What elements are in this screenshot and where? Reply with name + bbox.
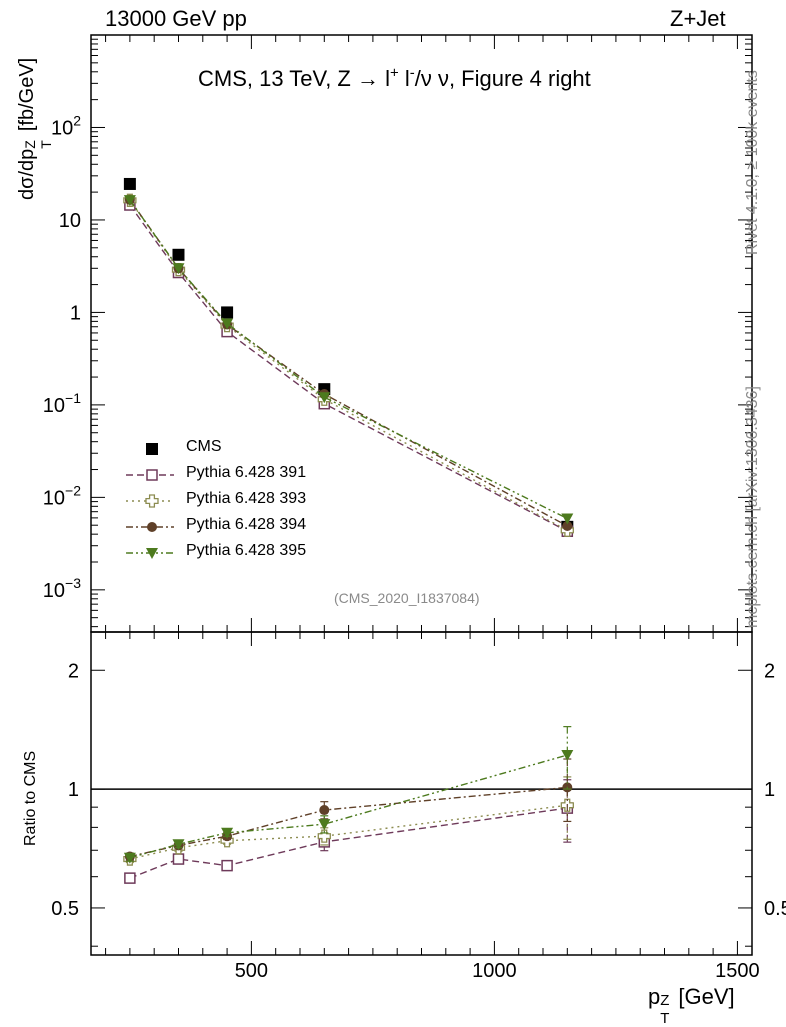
data-point-p395 bbox=[172, 263, 185, 275]
y-axis-label-main-sub: T bbox=[38, 140, 54, 149]
legend-marker-cms bbox=[146, 443, 158, 455]
plot-title-prefix: CMS, 13 TeV, Z → bbox=[198, 66, 379, 91]
x-axis-label-base: p bbox=[648, 984, 661, 1009]
legend-marker-shape bbox=[146, 469, 158, 481]
mcplots-credit-text: mcplots.cern.ch [arXiv:1306.3436] bbox=[744, 386, 761, 628]
ratio-line-p393 bbox=[129, 804, 568, 860]
legend-label-p393: Pythia 6.428 393 bbox=[186, 490, 307, 507]
data-point-p395 bbox=[221, 318, 234, 330]
data-point-data bbox=[172, 248, 185, 261]
ratio-point-p395 bbox=[123, 852, 136, 864]
plot-title: CMS, 13 TeV, Z → l+ l-/ν ν, Figure 4 rig… bbox=[198, 66, 591, 92]
x-tick-label: 500 bbox=[235, 960, 268, 982]
series-line-p393 bbox=[129, 199, 568, 531]
y-axis-label-main-sup: Z bbox=[22, 140, 38, 149]
ratio-point-p393 bbox=[317, 829, 331, 843]
header-process: Z+Jet bbox=[670, 6, 726, 31]
x-tick-label: 1500 bbox=[715, 960, 760, 982]
ratio-series-p393 bbox=[123, 776, 574, 866]
data-point-p395 bbox=[123, 195, 136, 207]
analysis-id: (CMS_2020_I1837084) bbox=[334, 590, 480, 606]
ratio-series-p391 bbox=[124, 779, 574, 884]
ratio-point-p395 bbox=[221, 827, 234, 839]
legend-marker-shape bbox=[146, 443, 158, 455]
legend-marker-p393 bbox=[126, 494, 174, 508]
y-tick-label: 102 bbox=[51, 112, 81, 139]
legend-marker-shape bbox=[146, 548, 158, 559]
y-tick-label: 10−1 bbox=[43, 390, 81, 417]
data-point-p395 bbox=[318, 392, 331, 404]
x-tick-label: 1000 bbox=[472, 960, 517, 982]
ratio-line-p394 bbox=[129, 786, 568, 858]
rivet-version-text: Rivet 4.1.0, ≥ 100k events bbox=[744, 70, 761, 255]
x-axis-label-sub: T bbox=[660, 1010, 670, 1027]
ratio-series-p394 bbox=[124, 758, 573, 862]
legend-marker-p395 bbox=[126, 548, 174, 559]
data-point-data bbox=[123, 177, 136, 190]
x-axis-label-sup: Z bbox=[660, 992, 670, 1009]
plot-title-lepton2: l bbox=[404, 66, 410, 91]
y-tick-label: 10−3 bbox=[43, 575, 81, 602]
legend-label-cms: CMS bbox=[186, 438, 222, 455]
ratio-point-p394 bbox=[319, 805, 330, 816]
plot-title-lepton2-charge: - bbox=[409, 64, 415, 82]
ratio-point-p395 bbox=[318, 819, 331, 831]
data-point-p394 bbox=[562, 521, 573, 532]
y-axis-label-ratio: Ratio to CMS bbox=[22, 750, 39, 846]
ratio-line-p391 bbox=[129, 807, 568, 879]
legend-marker-p391 bbox=[126, 469, 174, 481]
header-energy: 13000 GeV pp bbox=[105, 6, 247, 31]
ratio-line-p395 bbox=[129, 754, 568, 859]
ratio-y-tick-label: 0.5 bbox=[51, 898, 79, 920]
data-point-p395 bbox=[561, 513, 574, 525]
ratio-y-tick-label: 1 bbox=[68, 779, 79, 801]
y-axis-label-main-unit: [fb/GeV] bbox=[16, 57, 38, 132]
ratio-point-p391 bbox=[172, 853, 185, 865]
ratio-y-tick-label-right: 0.5 bbox=[764, 898, 786, 920]
ratio-plot-frame bbox=[90, 631, 753, 956]
ratio-point-p391 bbox=[124, 872, 136, 884]
legend: CMS Pythia 6.428 391 Pythia 6.428 393 Py… bbox=[120, 436, 380, 576]
ratio-point-p395 bbox=[172, 839, 185, 851]
y-axis-label-main-base: dσ/dp bbox=[16, 148, 38, 200]
ratio-series-p395 bbox=[123, 726, 574, 864]
legend-label-p391: Pythia 6.428 391 bbox=[186, 464, 307, 481]
legend-marker-shape bbox=[145, 494, 159, 508]
y-tick-label: 10 bbox=[59, 210, 81, 232]
y-tick-label: 10−2 bbox=[43, 482, 81, 509]
legend-label-p394: Pythia 6.428 394 bbox=[186, 516, 307, 533]
legend-marker-shape bbox=[147, 522, 157, 532]
ratio-point-p395 bbox=[561, 750, 574, 762]
ratio-y-tick-label: 2 bbox=[68, 660, 79, 682]
ratio-y-tick-label-right: 1 bbox=[764, 779, 775, 801]
plot-title-suffix: /ν ν, Figure 4 right bbox=[414, 66, 591, 91]
series-p395 bbox=[123, 195, 574, 525]
legend-marker-p394 bbox=[126, 522, 174, 532]
y-axis-label-main: dσ/dp Z T [fb/GeV] bbox=[16, 57, 54, 200]
series-line-p395 bbox=[129, 199, 568, 520]
data-point-data bbox=[221, 306, 234, 319]
plot-title-lepton1-charge: + bbox=[389, 64, 399, 82]
y-tick-label: 1 bbox=[70, 302, 81, 324]
x-axis-label-unit: [GeV] bbox=[678, 984, 735, 1009]
plot-title-lepton1: l bbox=[385, 66, 390, 91]
legend-label-p395: Pythia 6.428 395 bbox=[186, 542, 307, 559]
ratio-y-tick-label-right: 2 bbox=[764, 660, 775, 682]
ratio-point-p391 bbox=[221, 859, 233, 872]
